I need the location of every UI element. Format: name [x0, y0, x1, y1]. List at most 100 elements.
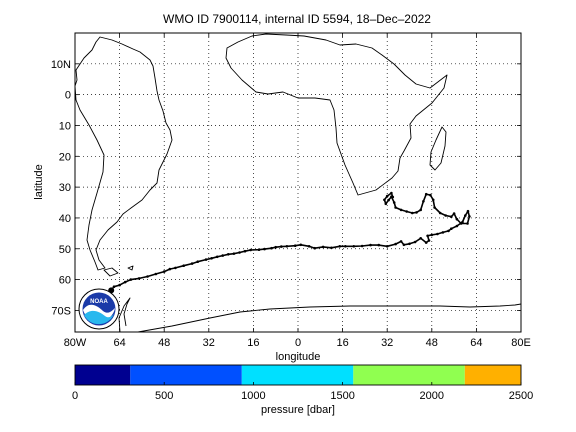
colorbar-tick-label: 0 [72, 390, 78, 402]
float-track-point [431, 198, 435, 202]
float-track-point [221, 254, 224, 257]
float-track-point [441, 231, 445, 234]
float-track-point [285, 245, 289, 248]
float-track-point [204, 258, 208, 261]
float-track-point [402, 243, 406, 247]
colorbar-band [241, 365, 354, 385]
coastline-tierra-del-fuego [103, 267, 119, 277]
float-track-point [399, 208, 403, 212]
float-track-point [436, 232, 439, 236]
float-track-point [426, 234, 429, 238]
x-tick-label: 32 [203, 337, 215, 349]
y-axis-label: latitude [33, 164, 45, 199]
float-track-point [112, 285, 116, 289]
float-track-point [419, 237, 423, 240]
y-tick-label: 10 [59, 120, 71, 132]
float-track-point [168, 267, 172, 271]
float-track-point [360, 244, 364, 248]
x-tick-label: 80E [511, 337, 531, 349]
float-track-point [429, 193, 432, 197]
float-track-point [385, 194, 389, 198]
float-track-points [108, 191, 471, 294]
float-track-point [118, 283, 121, 287]
float-track-point [394, 242, 397, 246]
y-tick-label: 30 [59, 182, 71, 194]
logo-text: NOAA [90, 299, 108, 305]
x-tick-label: 48 [158, 337, 170, 349]
float-track-point [390, 191, 393, 195]
float-track-point [154, 272, 158, 276]
float-track-point [210, 257, 213, 260]
y-tick-label: 60 [59, 275, 71, 287]
chart-title: WMO ID 7900114, internal ID 5594, 18–Dec… [163, 12, 431, 26]
float-track-point [344, 245, 347, 248]
float-track-point [270, 246, 273, 250]
float-track-point [249, 248, 252, 252]
x-tick-label: 16 [247, 337, 259, 349]
float-track-point [419, 208, 423, 212]
float-track-point [280, 245, 283, 248]
float-track-point [455, 224, 459, 228]
float-track-point [464, 214, 467, 217]
map-plot: NOAA [74, 32, 522, 333]
float-track-point [313, 246, 317, 250]
colorbar-tick-label: 2000 [420, 390, 444, 402]
float-track-point [387, 198, 390, 202]
float-track-point [444, 214, 448, 217]
x-tick-label: 64 [113, 337, 125, 349]
float-track-point [274, 245, 278, 249]
float-track-point [408, 242, 411, 246]
float-track-point [447, 229, 450, 233]
float-track-point [232, 252, 236, 255]
noaa-logo: NOAA [78, 288, 120, 330]
float-track-point [146, 275, 149, 278]
float-track-point [413, 240, 417, 244]
float-track-point [433, 206, 436, 209]
float-track-point [137, 277, 141, 280]
float-track-point [450, 215, 453, 218]
float-track-point [411, 211, 414, 215]
colorbar-band [75, 365, 131, 385]
float-track-point [430, 233, 434, 237]
x-tick-label: 64 [470, 337, 482, 349]
colorbar-tick-label: 500 [155, 390, 173, 402]
float-track-point [129, 278, 133, 281]
colorbar: 0 500 1000 1500 2000 2500 [72, 364, 533, 402]
float-track-point [466, 222, 469, 225]
float-track-point [257, 248, 261, 251]
float-track-point [369, 243, 372, 247]
float-track-point [391, 195, 395, 199]
y-tick-label: 70S [51, 305, 71, 317]
float-track-point [427, 239, 431, 242]
coastline-south-america [74, 36, 173, 271]
float-track-point [459, 222, 463, 225]
y-tick-label: 20 [59, 151, 71, 163]
colorbar-band [464, 365, 521, 385]
x-tick-label: 80W [64, 337, 87, 349]
float-track-point [383, 198, 386, 202]
x-tick-label: 0 [295, 337, 301, 349]
x-tick-label: 16 [336, 337, 348, 349]
x-tick-label: 32 [381, 337, 393, 349]
float-track-point [293, 244, 297, 247]
float-track-point [415, 211, 418, 214]
coastline-antarctica [137, 303, 522, 333]
colorbar-tick-label: 2500 [509, 390, 533, 402]
float-track-point [399, 240, 403, 243]
coastline-south-georgia [127, 265, 134, 271]
y-axis-ticks: 10N 0 10 20 30 40 50 60 70S [51, 59, 521, 317]
float-track-point [123, 280, 127, 284]
colorbar-tick-label: 1500 [330, 390, 354, 402]
float-track-point [450, 227, 453, 230]
float-track-point [385, 245, 389, 248]
coastline-africa [225, 33, 448, 196]
coastline-madagascar [429, 126, 447, 171]
float-track-point [263, 247, 266, 251]
colorbar-band [353, 365, 465, 385]
float-track-point [330, 246, 333, 250]
float-track-point [182, 264, 185, 268]
float-track-point [352, 245, 356, 248]
x-axis-ticks: 80W 64 48 32 16 0 16 32 48 64 80E [64, 33, 531, 349]
y-tick-label: 0 [65, 90, 71, 102]
